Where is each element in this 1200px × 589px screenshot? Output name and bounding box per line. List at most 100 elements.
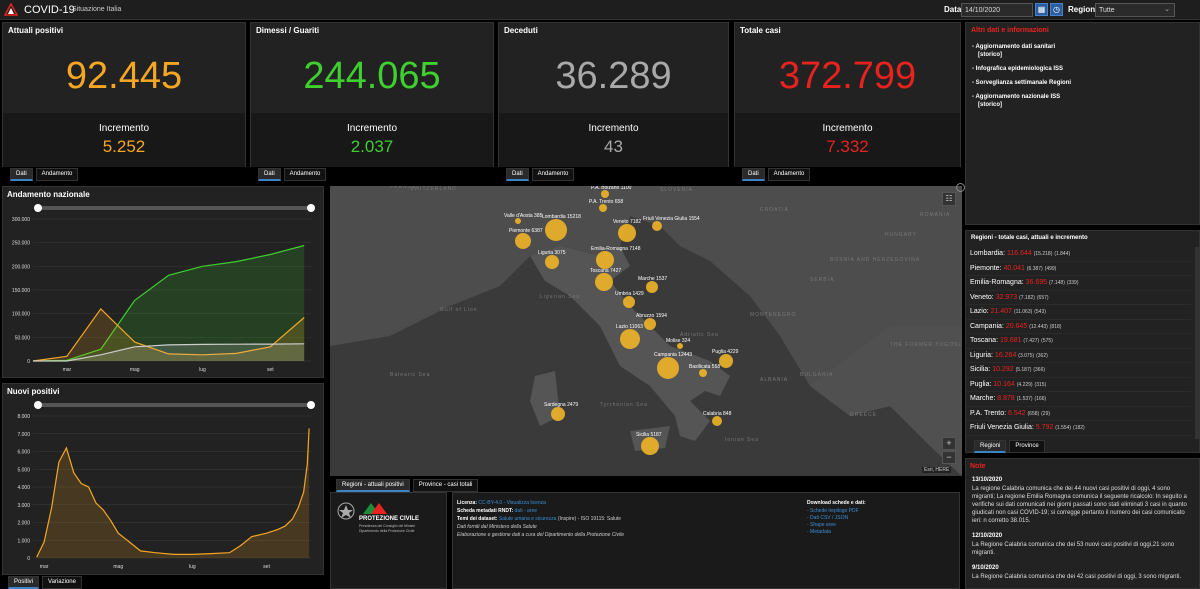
region-row[interactable]: Liguria: 16.264 (3.075) (362)	[966, 349, 1191, 363]
tab-dati[interactable]: Dati	[742, 168, 765, 181]
note-item: 9/10/2020 La Regione Calabria comunica ch…	[972, 565, 1194, 581]
region-bubble[interactable]	[596, 251, 614, 269]
region-bubble[interactable]	[699, 369, 707, 377]
region-bubble[interactable]	[641, 437, 659, 455]
calendar-button[interactable]: ▦	[1035, 3, 1048, 16]
map-list-button[interactable]: ☷	[942, 192, 956, 206]
license-link[interactable]: CC-BY-4.0 - Visualizza licenza	[478, 500, 546, 506]
metadata-link[interactable]: dati - aree	[514, 508, 538, 514]
regions-scrollbar[interactable]	[1195, 247, 1199, 439]
metadata-line: Scheda metadati RNDT: dati - aree	[457, 508, 538, 514]
region-row[interactable]: Campania: 20.645 (12.443) (818)	[966, 320, 1191, 334]
region-bubble[interactable]	[551, 407, 565, 421]
region-bubble[interactable]	[623, 296, 635, 308]
theme-link[interactable]: Salute umana e sicurezza	[498, 516, 557, 522]
region-bubble[interactable]	[657, 357, 679, 379]
tab-province[interactable]: Province	[1009, 440, 1045, 453]
region-row[interactable]: Puglia: 10.164 (4.229) (315)	[966, 378, 1191, 392]
region-active: (5.187)	[1015, 367, 1032, 373]
y-tick-label: 0	[27, 359, 30, 365]
region-row[interactable]: Marche: 8.878 (1.537) (166)	[966, 392, 1191, 407]
region-row[interactable]: Toscana: 19.681 (7.427) (575)	[966, 334, 1191, 349]
notes-title: Note	[970, 463, 986, 470]
zoom-in-button[interactable]: +	[942, 437, 956, 450]
region-bubble[interactable]	[595, 273, 613, 291]
region-increment: (818)	[1049, 323, 1062, 330]
region-row[interactable]: Sicilia: 10.292 (5.187) (366)	[966, 363, 1191, 378]
download-link[interactable]: - Schede riepilogo PDF	[807, 508, 859, 514]
range-handle-right[interactable]	[307, 204, 315, 212]
region-row[interactable]: P.A. Trento: 6.542 (658) (29)	[966, 407, 1191, 421]
region-bubble[interactable]	[719, 354, 733, 368]
region-bubble[interactable]	[545, 219, 567, 241]
region-bubble[interactable]	[644, 318, 656, 330]
region-bubble[interactable]	[599, 204, 607, 212]
region-active: (6.387)	[1026, 265, 1043, 272]
sea-label: Gulf of Lion	[440, 307, 478, 313]
region-bubble-label: Sardegna 2479	[544, 402, 578, 408]
tab-dati[interactable]: Dati	[10, 168, 33, 181]
tab-dati[interactable]: Dati	[258, 168, 281, 181]
regions-list[interactable]: Lombardia: 116.644 (15.218) (1.844) Piemo…	[966, 247, 1191, 439]
list-icon: ☷	[945, 194, 953, 203]
side-link[interactable]: - Infografica epidemiologica ISS	[972, 66, 1064, 72]
region-row[interactable]: Lombardia: 116.644 (15.218) (1.844)	[966, 247, 1191, 262]
region-bubble[interactable]	[545, 255, 559, 269]
region-row[interactable]: Lazio: 21.407 (11.063) (543)	[966, 305, 1191, 320]
date-input[interactable]: 14/10/2020	[961, 3, 1033, 17]
region-bubble-label: Lazio 11063	[616, 324, 643, 330]
region-row[interactable]: Friuli Venezia Giulia: 5.792 (1.554) (18…	[966, 421, 1191, 436]
range-handle-left[interactable]	[34, 401, 42, 409]
region-row[interactable]: Veneto: 32.973 (7.182) (657)	[966, 291, 1191, 305]
tab-andamento[interactable]: Andamento	[531, 168, 575, 181]
region-total: 21.407	[990, 308, 1013, 315]
side-link[interactable]: - Aggiornamento dati sanitari [storico]	[972, 44, 1056, 58]
download-link[interactable]: - Dati CSV / JSON	[807, 515, 849, 521]
tab-map-province[interactable]: Province - casi totali	[412, 479, 479, 492]
region-bubble[interactable]	[620, 329, 640, 349]
sea-label: Ionian Sea	[725, 437, 759, 443]
range-slider[interactable]	[38, 403, 312, 407]
region-bubble[interactable]	[601, 190, 609, 198]
tab-variazione[interactable]: Variazione	[42, 576, 82, 589]
region-increment: (29)	[1041, 410, 1051, 417]
tab-andamento[interactable]: Andamento	[35, 168, 79, 181]
region-bubble[interactable]	[677, 343, 683, 349]
region-bubble[interactable]	[618, 224, 636, 242]
map-panel[interactable]: FRANCE SWITZERLAND SLOVENIA CROATIA BOSNIA A…	[330, 186, 962, 476]
tab-dati[interactable]: Dati	[506, 168, 529, 181]
range-handle-right[interactable]	[307, 401, 315, 409]
footer-info-panel: Licenza: CC-BY-4.0 - Visualizza licenza …	[452, 492, 960, 589]
tab-map-regioni[interactable]: Regioni - attuali positivi	[336, 479, 410, 492]
tab-positivi[interactable]: Positivi	[8, 576, 40, 589]
side-link[interactable]: - Aggiornamento nazionale ISS [storico]	[972, 94, 1061, 108]
range-slider[interactable]	[38, 206, 312, 210]
region-row[interactable]: Emilia-Romagna: 36.695 (7.148) (339)	[966, 276, 1191, 291]
region-name: Emilia-Romagna:	[970, 279, 1024, 286]
national-chart-title: Andamento nazionale	[7, 190, 90, 199]
clock-button[interactable]: ◷	[1050, 3, 1063, 16]
tab-regioni[interactable]: Regioni	[974, 440, 1007, 453]
range-handle-left[interactable]	[34, 204, 42, 212]
region-bubble[interactable]	[515, 233, 531, 249]
region-active: (658)	[1027, 410, 1040, 417]
zoom-out-button[interactable]: −	[942, 451, 956, 464]
tab-andamento[interactable]: Andamento	[767, 168, 811, 181]
download-link[interactable]: - Shape aree	[807, 522, 836, 528]
side-link[interactable]: - Sorveglianza settimanale Regioni	[972, 80, 1072, 86]
region-total: 20.645	[1005, 322, 1028, 330]
region-select[interactable]: Tutte ⌄	[1095, 3, 1175, 17]
region-bubble[interactable]	[646, 281, 658, 293]
region-total: 116.644	[1006, 250, 1032, 257]
region-active: (12.443)	[1029, 323, 1048, 330]
region-row[interactable]: Piemonte: 40.041 (6.387) (499)	[966, 262, 1191, 276]
tab-andamento[interactable]: Andamento	[283, 168, 327, 181]
expand-map-icon[interactable]	[956, 183, 965, 192]
country-label: BULGARIA	[800, 372, 833, 378]
region-bubble[interactable]	[515, 218, 521, 224]
region-bubble[interactable]	[712, 416, 722, 426]
note-date: 12/10/2020	[972, 533, 1003, 539]
region-bubble[interactable]	[652, 221, 662, 231]
download-link[interactable]: - Metadata	[807, 529, 831, 535]
